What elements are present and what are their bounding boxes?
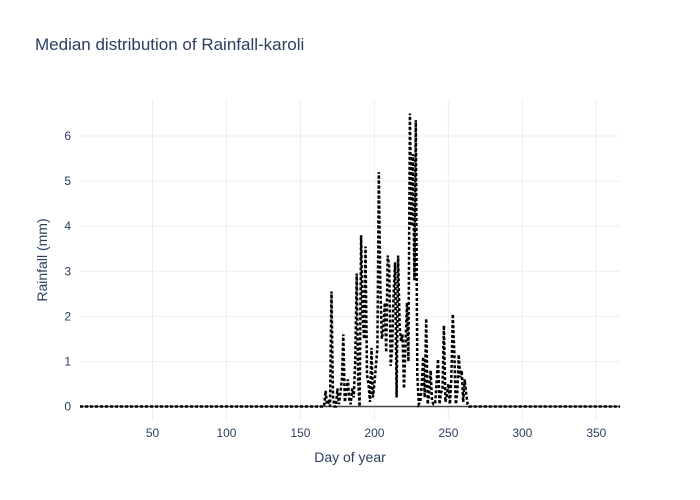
gridlines [80, 100, 620, 420]
x-tick-label: 350 [586, 426, 606, 440]
y-tick-label: 5 [64, 174, 71, 188]
chart-title: Median distribution of Rainfall-karoli [35, 35, 304, 54]
y-tick-label: 2 [64, 309, 71, 323]
plot-area [80, 113, 620, 408]
y-tick-label: 4 [64, 219, 71, 233]
y-tick-label: 6 [64, 129, 71, 143]
y-axis-title: Rainfall (mm) [34, 218, 50, 301]
x-tick-label: 250 [438, 426, 458, 440]
tick-labels: 50 100 150 200 250 300 350 0 1 2 3 4 5 6 [64, 129, 606, 440]
x-tick-label: 300 [512, 426, 532, 440]
y-tick-label: 1 [64, 354, 71, 368]
x-tick-label: 50 [146, 426, 160, 440]
x-tick-label: 200 [364, 426, 384, 440]
x-axis-title: Day of year [314, 449, 386, 465]
x-tick-label: 100 [216, 426, 236, 440]
series-line [80, 113, 620, 408]
y-tick-label: 0 [64, 399, 71, 413]
y-tick-label: 3 [64, 264, 71, 278]
x-tick-label: 150 [290, 426, 310, 440]
